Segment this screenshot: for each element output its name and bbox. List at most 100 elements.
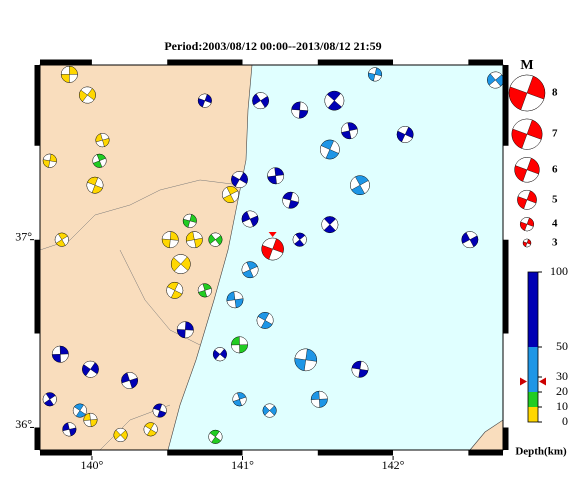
beachball: [350, 175, 370, 196]
beachball: [81, 360, 99, 378]
beachball: [241, 210, 259, 228]
beachball: [351, 360, 369, 378]
beachball: [511, 118, 543, 150]
ball-quadrant: [512, 118, 542, 150]
beachball: [522, 238, 532, 248]
ball-quadrant: [267, 167, 284, 185]
ball-quadrant: [231, 336, 248, 354]
beachball: [310, 390, 328, 408]
ball-quadrant: [72, 404, 87, 417]
magnitude-label: 8: [552, 87, 558, 99]
beachball: [508, 74, 546, 112]
title: Period:2003/08/12 00:00--2013/08/12 21:5…: [164, 39, 381, 53]
ball-quadrant: [264, 403, 275, 418]
ball-quadrant: [321, 218, 339, 231]
depth-tick-label: 50: [556, 339, 568, 353]
beachball: [62, 422, 77, 437]
ball-quadrant: [242, 210, 258, 228]
beachball: [292, 232, 307, 247]
colorbar-band: [528, 392, 538, 407]
colorbar-band: [528, 407, 538, 422]
ball-quadrant: [176, 321, 194, 339]
ball-quadrant: [80, 86, 95, 104]
ball-quadrant: [294, 348, 317, 372]
ball-quadrant: [397, 126, 413, 143]
beachball: [208, 232, 223, 247]
ball-quadrant: [310, 390, 328, 408]
beachball: [487, 71, 503, 89]
beachball: [208, 429, 223, 444]
beachball: [121, 372, 139, 389]
beachball: [60, 65, 78, 83]
beachball: [197, 283, 212, 298]
lon-tick-label: 142°: [382, 458, 405, 472]
beachball: [267, 167, 285, 185]
depth-tick-label: 20: [556, 384, 568, 398]
ball-quadrant: [62, 422, 77, 437]
beachball: [113, 427, 128, 443]
ball-quadrant: [198, 93, 212, 108]
beachball: [231, 336, 248, 354]
ball-quadrant: [462, 231, 478, 249]
ball-quadrant: [232, 392, 247, 406]
depth-title: Depth(km): [515, 446, 567, 458]
beachball: [461, 231, 479, 249]
beachball: [291, 101, 309, 119]
map-frame: [39, 64, 504, 451]
ball-quadrant: [54, 233, 69, 246]
beachball: [42, 392, 57, 407]
ball-quadrant: [208, 431, 223, 443]
ball-quadrant: [262, 237, 284, 261]
ball-quadrant: [350, 176, 370, 194]
beachball: [241, 261, 259, 279]
beachball: [92, 153, 107, 168]
ball-quadrant: [42, 153, 57, 168]
beachball: [166, 281, 184, 299]
ball-quadrant: [520, 217, 534, 232]
beachball: [282, 191, 300, 209]
beachball: [72, 403, 87, 418]
ball-quadrant: [515, 157, 539, 183]
beachball: [262, 403, 277, 418]
beachball: [514, 157, 540, 183]
ball-quadrant: [324, 93, 345, 109]
beachball: [367, 67, 383, 82]
ball-quadrant: [143, 423, 158, 436]
highlight-arrow: [268, 232, 277, 238]
ball-quadrant: [173, 254, 189, 274]
beachball: [176, 321, 194, 339]
colorbar-band: [528, 272, 538, 347]
ball-quadrant: [320, 140, 340, 159]
ball-quadrant: [152, 403, 167, 418]
beachball: [185, 231, 203, 249]
ball-quadrant: [92, 154, 107, 168]
ball-quadrant: [197, 283, 212, 298]
beachball: [51, 345, 69, 363]
ball-quadrant: [226, 291, 244, 309]
magnitude-label: 4: [552, 218, 558, 230]
beachball: [54, 232, 69, 247]
magnitude-label: 3: [552, 237, 558, 249]
ball-quadrant: [522, 238, 532, 248]
beachball: [396, 126, 414, 143]
beachball: [324, 90, 345, 111]
depth-tick-label: 100: [550, 264, 568, 278]
ball-quadrant: [256, 312, 274, 328]
beachball: [222, 186, 239, 204]
beachball: [42, 153, 57, 168]
ball-quadrant: [341, 122, 358, 139]
beachball: [95, 133, 110, 148]
ball-quadrant: [509, 74, 545, 112]
depth-tick-label: 10: [556, 399, 568, 413]
ball-quadrant: [368, 67, 382, 82]
ball-quadrant: [351, 360, 369, 378]
events: [42, 65, 503, 444]
ball-quadrant: [222, 187, 239, 203]
beachball: [232, 392, 247, 407]
ball-quadrant: [83, 412, 98, 427]
beachball: [294, 348, 318, 372]
ball-quadrant: [282, 192, 300, 209]
ball-quadrant: [183, 213, 197, 228]
beachball: [161, 231, 179, 249]
